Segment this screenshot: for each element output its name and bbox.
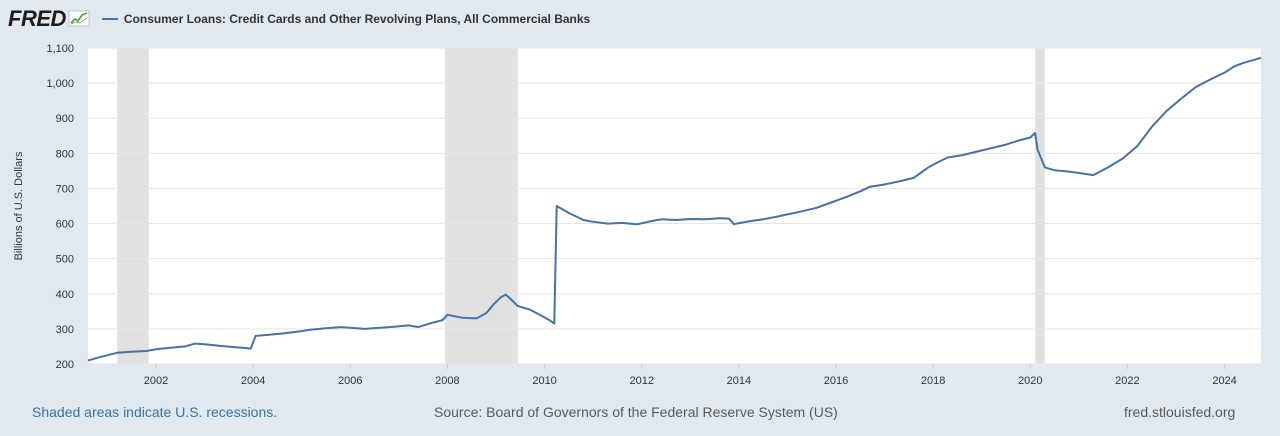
x-tick-label: 2010 xyxy=(532,375,556,387)
x-tick-label: 2004 xyxy=(241,375,265,387)
x-axis-ticks: 2002 2004 2006 2008 2010 2012 2014 2016 2018 2020… xyxy=(144,364,1237,387)
x-tick-label: 2014 xyxy=(727,375,751,387)
y-tick-label: 700 xyxy=(56,183,74,195)
x-tick-label: 2016 xyxy=(824,375,848,387)
recession-band-1 xyxy=(445,48,518,364)
y-tick-label: 500 xyxy=(56,254,74,266)
fred-logo[interactable]: FRED xyxy=(8,6,66,31)
chart-header: FRED Consumer Loans: Credit Cards and Ot… xyxy=(8,6,590,32)
y-tick-label: 900 xyxy=(56,113,74,125)
x-tick-label: 2006 xyxy=(338,375,362,387)
recession-note[interactable]: Shaded areas indicate U.S. recessions. xyxy=(32,404,278,420)
y-axis-label: Billions of U.S. Dollars xyxy=(13,151,25,260)
gridlines xyxy=(88,47,1261,365)
recession-band-0 xyxy=(117,48,149,364)
y-tick-label: 200 xyxy=(56,359,74,371)
y-tick-label: 600 xyxy=(56,219,74,231)
y-tick-label: 1,000 xyxy=(46,78,74,90)
x-tick-label: 2018 xyxy=(921,375,945,387)
recession-shading xyxy=(117,48,1045,364)
x-tick-label: 2002 xyxy=(144,375,168,387)
y-tick-label: 300 xyxy=(56,324,74,336)
y-axis-ticks: 200 300 400 500 600 700 800 900 1,000 1,100 xyxy=(46,43,74,371)
legend-series-title[interactable]: Consumer Loans: Credit Cards and Other R… xyxy=(123,12,591,26)
recession-band-2 xyxy=(1035,48,1045,364)
x-tick-label: 2008 xyxy=(435,375,459,387)
plot-area xyxy=(88,48,1261,364)
x-tick-label: 2024 xyxy=(1212,375,1236,387)
y-tick-label: 400 xyxy=(56,289,74,301)
x-tick-label: 2020 xyxy=(1018,375,1042,387)
site-link[interactable]: fred.stlouisfed.org xyxy=(1124,404,1236,420)
fred-graph-icon xyxy=(68,10,90,27)
x-tick-label: 2012 xyxy=(629,375,653,387)
y-tick-label: 800 xyxy=(56,148,74,160)
legend-line-swatch xyxy=(101,18,118,20)
source-note: Source: Board of Governors of the Federa… xyxy=(434,404,838,420)
x-tick-label: 2022 xyxy=(1115,375,1139,387)
series-line xyxy=(87,56,1262,362)
y-tick-label: 1,100 xyxy=(46,43,74,55)
